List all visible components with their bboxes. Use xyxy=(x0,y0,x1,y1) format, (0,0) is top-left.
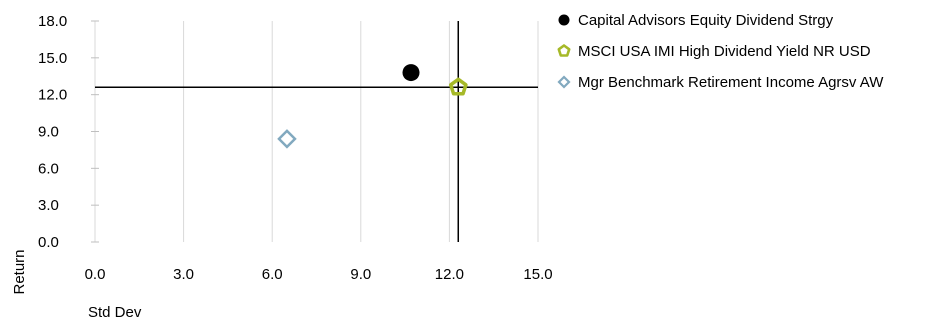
tick-labels: 0.0 3.0 6.0 9.0 12.0 15.0 0.0 3.0 6.0 9.0 12.0 15.0… xyxy=(38,13,553,283)
y-tick-label: 18.0 xyxy=(38,13,67,30)
y-axis-label: Return xyxy=(11,249,28,294)
data-point-mgr-benchmark xyxy=(277,129,297,149)
grid-lines xyxy=(91,20,539,243)
x-tick-label: 9.0 xyxy=(350,266,371,283)
data-points xyxy=(277,64,468,149)
x-tick-label: 0.0 xyxy=(85,266,106,283)
scatter-chart: 0.0 3.0 6.0 9.0 12.0 15.0 0.0 3.0 6.0 9.0 12.0 15.0… xyxy=(11,13,553,321)
x-axis-label: Std Dev xyxy=(88,304,142,321)
y-tick-label: 15.0 xyxy=(38,50,67,67)
data-point-msci-usa xyxy=(448,77,468,96)
filled-circle-icon xyxy=(556,12,572,28)
x-tick-label: 6.0 xyxy=(262,266,283,283)
diamond-icon xyxy=(556,74,572,90)
legend-label: MSCI USA IMI High Dividend Yield NR USD xyxy=(578,42,871,60)
x-tick-label: 15.0 xyxy=(523,266,552,283)
x-tick-label: 12.0 xyxy=(435,266,464,283)
y-tick-label: 0.0 xyxy=(38,234,59,251)
reference-lines xyxy=(95,21,538,242)
legend-label: Mgr Benchmark Retirement Income Agrsv AW xyxy=(578,73,884,91)
legend-item-capital-advisors: Capital Advisors Equity Dividend Strgy xyxy=(556,8,883,32)
legend-label: Capital Advisors Equity Dividend Strgy xyxy=(578,11,834,29)
data-point-capital-advisors xyxy=(402,64,420,82)
legend-item-msci-usa: MSCI USA IMI High Dividend Yield NR USD xyxy=(556,39,883,63)
y-tick-label: 6.0 xyxy=(38,160,59,177)
legend-item-mgr-benchmark: Mgr Benchmark Retirement Income Agrsv AW xyxy=(556,70,883,94)
y-tick-label: 12.0 xyxy=(38,87,67,104)
y-tick-label: 9.0 xyxy=(38,124,59,141)
pentagon-icon xyxy=(556,43,572,59)
legend: Capital Advisors Equity Dividend Strgy M… xyxy=(556,8,883,101)
y-tick-label: 3.0 xyxy=(38,197,59,214)
x-tick-label: 3.0 xyxy=(173,266,194,283)
